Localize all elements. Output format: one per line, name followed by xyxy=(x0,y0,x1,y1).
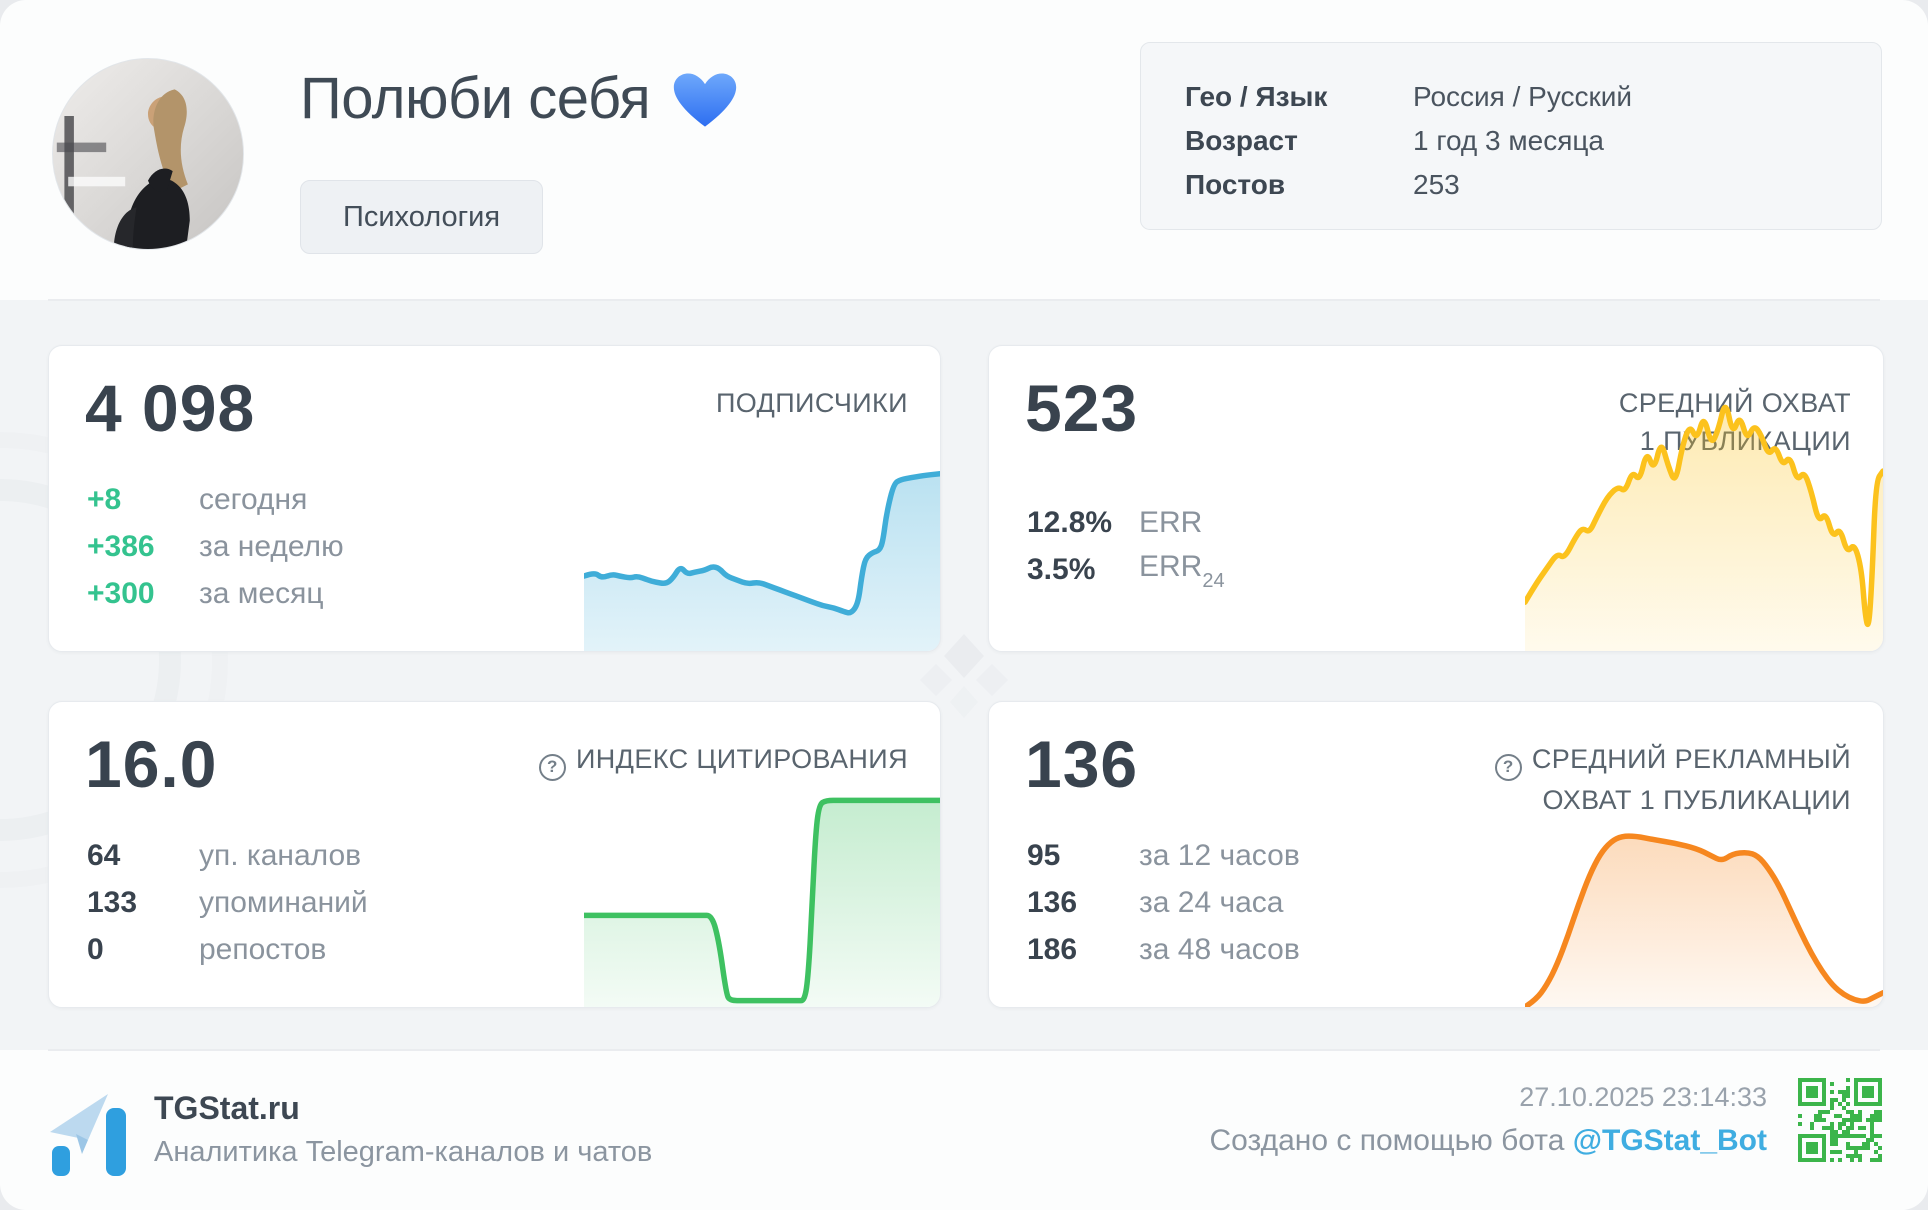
info-value: 1 год 3 месяца xyxy=(1413,125,1604,156)
stat-value: 12.8% xyxy=(1027,505,1113,539)
help-icon[interactable]: ? xyxy=(538,753,566,781)
stat-card-title-line: ? СРЕДНИЙ РЕКЛАМНЫЙ xyxy=(1494,740,1851,781)
sparkline-chart xyxy=(1525,829,1883,1007)
channel-info-rows: Гео / Язык Россия / Русский Возраст 1 год 3… xyxy=(1185,75,1881,207)
stat-value: +300 xyxy=(87,576,155,610)
info-row: Возраст 1 год 3 месяца xyxy=(1185,119,1881,163)
stat-row: +386 за неделю xyxy=(87,523,344,570)
stat-row: 95 за 12 часов xyxy=(1027,832,1300,879)
stat-card-ad-reach: 136 ? СРЕДНИЙ РЕКЛАМНЫЙ ОХВАТ 1 ПУБЛИКАЦИИ… xyxy=(988,701,1884,1008)
blue-heart-icon xyxy=(674,73,737,127)
footer-divider xyxy=(48,1049,1880,1051)
info-label: Постов xyxy=(1185,169,1286,200)
stat-row: 12.8% ERR xyxy=(1027,499,1225,546)
tgstat-logo-icon xyxy=(50,1094,126,1176)
stat-card-title-line: СРЕДНИЙ ОХВАТ xyxy=(1618,388,1851,418)
stat-value: 136 xyxy=(1027,885,1078,919)
stat-label: уп. каналов xyxy=(199,838,362,872)
stat-row: 136 за 24 часа xyxy=(1027,879,1300,926)
stat-label: за 24 часа xyxy=(1139,885,1284,919)
brand-name: TGStat.ru xyxy=(154,1090,300,1126)
brand-tagline: Аналитика Telegram-каналов и чатов xyxy=(154,1136,653,1168)
stat-value: 64 xyxy=(87,838,121,872)
stat-label: репостов xyxy=(199,932,327,966)
stat-card-value: 4 098 xyxy=(85,371,256,445)
help-icon[interactable]: ? xyxy=(1494,753,1522,781)
credit-prefix: Создано с помощью бота xyxy=(1209,1124,1573,1157)
channel-title: Полюби себя xyxy=(300,65,651,131)
stat-label: за месяц xyxy=(199,576,324,610)
stat-label: за 48 часов xyxy=(1139,932,1300,966)
stat-card-breakdown: 64 уп. каналов 133 упоминаний 0 репостов xyxy=(87,832,368,973)
stat-row: 0 репостов xyxy=(87,926,368,973)
stat-card-value: 523 xyxy=(1025,371,1139,445)
stat-label: за 12 часов xyxy=(1139,838,1300,872)
channel-avatar xyxy=(52,58,244,250)
stat-value: +386 xyxy=(87,529,155,563)
stat-value: 3.5% xyxy=(1027,552,1096,586)
stat-row: +300 за месяц xyxy=(87,570,344,617)
info-value: Россия / Русский xyxy=(1413,81,1633,112)
info-row: Постов 253 xyxy=(1185,163,1881,207)
category-badge[interactable]: Психология xyxy=(300,180,544,254)
stat-card-value: 16.0 xyxy=(85,727,218,801)
stat-card-title: ? ИНДЕКС ЦИТИРОВАНИЯ xyxy=(538,740,908,781)
stat-card-breakdown: 95 за 12 часов 136 за 24 часа 186 за 48 часов xyxy=(1027,832,1300,973)
qr-code[interactable] xyxy=(1798,1078,1882,1162)
sparkline-chart xyxy=(584,454,940,651)
stat-card-value: 136 xyxy=(1025,727,1139,801)
stat-row: 186 за 48 часов xyxy=(1027,926,1300,973)
stat-card-title: ПОДПИСЧИКИ xyxy=(716,384,908,422)
stat-value: 95 xyxy=(1027,838,1061,872)
sparkline-chart xyxy=(1525,394,1883,651)
info-label: Гео / Язык xyxy=(1185,81,1328,112)
info-label: Возраст xyxy=(1185,125,1298,156)
stat-value: 186 xyxy=(1027,932,1078,966)
info-row: Гео / Язык Россия / Русский xyxy=(1185,75,1881,119)
stat-card-title: ? СРЕДНИЙ РЕКЛАМНЫЙ ОХВАТ 1 ПУБЛИКАЦИИ xyxy=(1494,740,1851,819)
stat-row: +8 сегодня xyxy=(87,476,344,523)
stat-row: 133 упоминаний xyxy=(87,879,368,926)
avatar-photo-placeholder xyxy=(53,59,243,249)
stat-value: 133 xyxy=(87,885,138,919)
stat-label: упоминаний xyxy=(199,885,368,919)
header-divider xyxy=(48,299,1880,301)
sparkline-chart xyxy=(584,794,940,1007)
watermark-diamond xyxy=(920,634,1008,718)
stat-label: за неделю xyxy=(199,529,344,563)
stat-card-title-line: ПОДПИСЧИКИ xyxy=(715,388,908,418)
channel-title-row: Полюби себя xyxy=(300,64,738,132)
stat-label: сегодня xyxy=(199,482,308,516)
stat-label: ERR xyxy=(1139,505,1203,539)
watermark-rings xyxy=(0,432,228,888)
stat-card-title-line: ОХВАТ 1 ПУБЛИКАЦИИ xyxy=(1542,784,1851,815)
stat-card-subscribers: 4 098 ПОДПИСЧИКИ +8 сегодня +386 за неделю +… xyxy=(48,345,941,652)
stat-card-breakdown: 12.8% ERR 3.5% ERR24 xyxy=(1027,499,1225,593)
stat-card-citation-index: 16.0 ? ИНДЕКС ЦИТИРОВАНИЯ 64 уп. каналов 13… xyxy=(48,701,941,1008)
credit-line: Создано с помощью бота @TGStat_Bot xyxy=(1209,1124,1767,1158)
stat-label: ERR24 xyxy=(1139,550,1225,592)
stat-card-title-line: ? ИНДЕКС ЦИТИРОВАНИЯ xyxy=(538,740,908,781)
tgstat-bot-link[interactable]: @TGStat_Bot xyxy=(1572,1124,1767,1157)
stat-value: +8 xyxy=(87,482,122,516)
channel-info-box: Гео / Язык Россия / Русский Возраст 1 год 3… xyxy=(1140,42,1882,230)
info-value: 253 xyxy=(1413,169,1460,200)
stat-row: 3.5% ERR24 xyxy=(1027,546,1225,593)
generated-timestamp: 27.10.2025 23:14:33 xyxy=(1519,1082,1767,1112)
stat-value: 0 xyxy=(87,932,104,966)
stat-row: 64 уп. каналов xyxy=(87,832,368,879)
stat-card-breakdown: +8 сегодня +386 за неделю +300 за месяц xyxy=(87,476,344,617)
